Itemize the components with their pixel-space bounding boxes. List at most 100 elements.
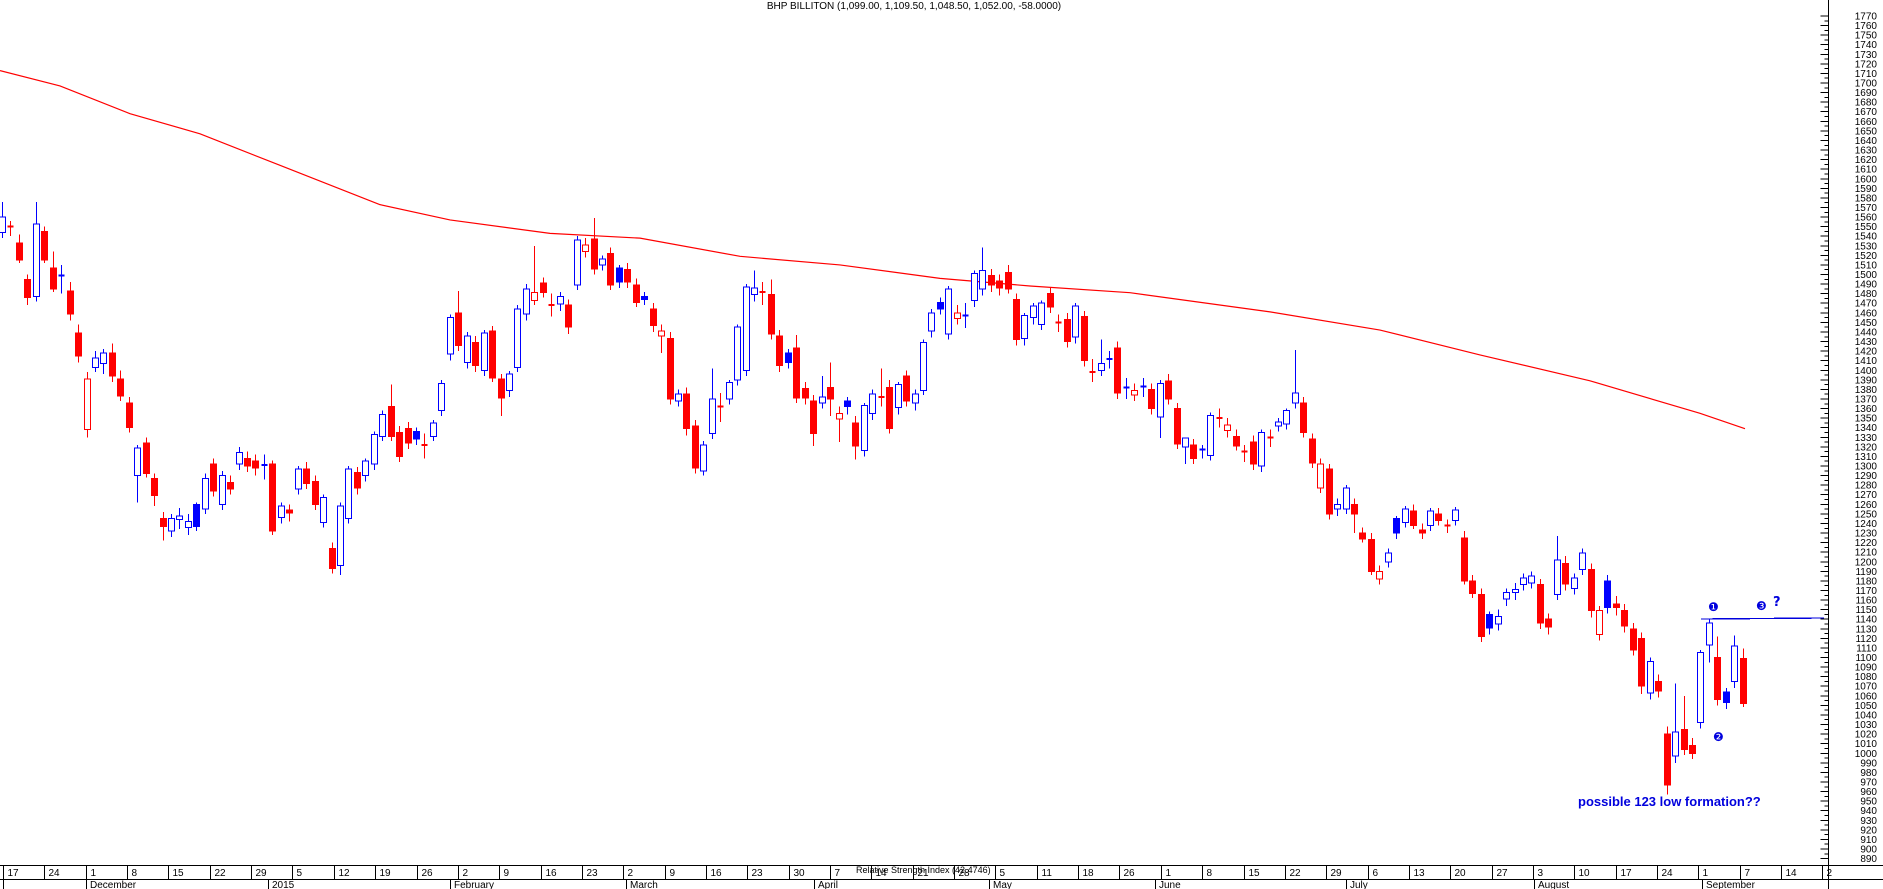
price-tick-label: 1280 <box>1855 481 1878 492</box>
candle <box>67 282 74 321</box>
candle-body <box>472 342 479 366</box>
candle <box>472 335 479 373</box>
candle-body <box>945 288 952 335</box>
candle <box>506 371 513 398</box>
candle <box>819 376 826 409</box>
candle <box>1486 611 1493 635</box>
candle <box>1647 657 1654 700</box>
week-tick-label: 27 <box>1497 868 1509 879</box>
candle-body <box>303 468 310 484</box>
candle <box>616 264 623 288</box>
candle <box>1157 379 1164 439</box>
candle <box>971 270 978 308</box>
candle <box>1258 429 1265 472</box>
candle-body <box>388 406 395 437</box>
candle-body <box>0 216 6 233</box>
price-tick-label: 920 <box>1860 825 1877 836</box>
candle <box>1393 515 1400 539</box>
week-tick-label: 1 <box>91 868 97 879</box>
week-tick-label: 28 <box>959 868 971 879</box>
candle <box>227 475 234 495</box>
candle <box>928 308 935 338</box>
week-tick-label: 30 <box>794 868 806 879</box>
candle <box>1267 429 1274 447</box>
week-tick-label: 5 <box>1000 868 1006 879</box>
price-tick-label: 1010 <box>1855 739 1878 750</box>
candle <box>1309 433 1316 468</box>
candle <box>1714 636 1721 706</box>
candle <box>1689 737 1696 760</box>
candle-body <box>1385 552 1392 563</box>
candle-body <box>24 278 31 298</box>
week-tick-label: 19 <box>380 868 392 879</box>
candle-body <box>616 267 623 283</box>
candle-body <box>1528 575 1535 584</box>
candle <box>33 201 40 302</box>
candle <box>667 331 674 405</box>
candle-body <box>1224 424 1231 432</box>
price-tick-label: 1560 <box>1855 213 1878 224</box>
candle <box>574 236 581 290</box>
candle-body <box>743 286 750 371</box>
candle <box>1469 575 1476 599</box>
candle-body <box>1250 441 1257 465</box>
candle-body <box>734 326 741 381</box>
candle <box>1055 314 1062 332</box>
candle-body <box>1672 731 1679 757</box>
candle-body <box>810 400 817 434</box>
candle-body <box>143 442 150 475</box>
candle-body <box>1081 316 1088 362</box>
candle <box>1672 683 1679 763</box>
candle-body <box>785 352 792 364</box>
candle <box>1520 573 1527 591</box>
candle-body <box>1647 660 1654 694</box>
candle-body <box>1047 293 1054 308</box>
week-tick-label: 29 <box>256 868 268 879</box>
candle <box>793 334 800 403</box>
candle <box>878 368 885 407</box>
candle <box>869 389 876 421</box>
candle <box>895 381 902 415</box>
candle-body <box>1030 305 1037 319</box>
candle-body <box>1283 409 1290 425</box>
candle <box>726 379 733 405</box>
candle-body <box>1317 463 1324 489</box>
candle <box>464 331 471 369</box>
candle <box>117 370 124 401</box>
candle <box>1435 508 1442 526</box>
candle-body <box>861 405 868 452</box>
candle <box>607 247 614 290</box>
candle-body <box>844 400 851 408</box>
candle <box>1123 377 1130 399</box>
price-tick-label: 1620 <box>1855 155 1878 166</box>
candle <box>312 475 319 511</box>
candle <box>421 433 428 459</box>
candle-body <box>1469 580 1476 594</box>
candle <box>160 511 167 541</box>
candle <box>413 427 420 445</box>
candle-body <box>1402 508 1409 524</box>
candle <box>345 466 352 524</box>
candle <box>531 245 538 306</box>
candle-body <box>1427 510 1434 526</box>
price-tick-label: 1120 <box>1855 634 1877 645</box>
candle <box>1528 571 1535 589</box>
candle-body <box>1571 577 1578 590</box>
candle-body <box>954 312 961 320</box>
candle-body <box>692 425 699 469</box>
week-tick-label: 3 <box>1538 868 1544 879</box>
week-tick-label: 5 <box>297 868 303 879</box>
candle <box>1655 674 1662 698</box>
candle-body <box>869 393 876 414</box>
candle <box>1038 300 1045 331</box>
week-tick-label: 29 <box>1331 868 1343 879</box>
candle <box>683 387 690 436</box>
week-tick-label: 8 <box>132 868 138 879</box>
week-tick-label: 22 <box>215 868 227 879</box>
price-tick-label: 890 <box>1860 854 1877 865</box>
candle-body <box>1309 438 1316 464</box>
candle-body <box>1174 408 1181 445</box>
price-tick-label: 1350 <box>1855 414 1878 425</box>
candle <box>1495 609 1502 631</box>
price-tick-label: 1180 <box>1855 576 1877 587</box>
